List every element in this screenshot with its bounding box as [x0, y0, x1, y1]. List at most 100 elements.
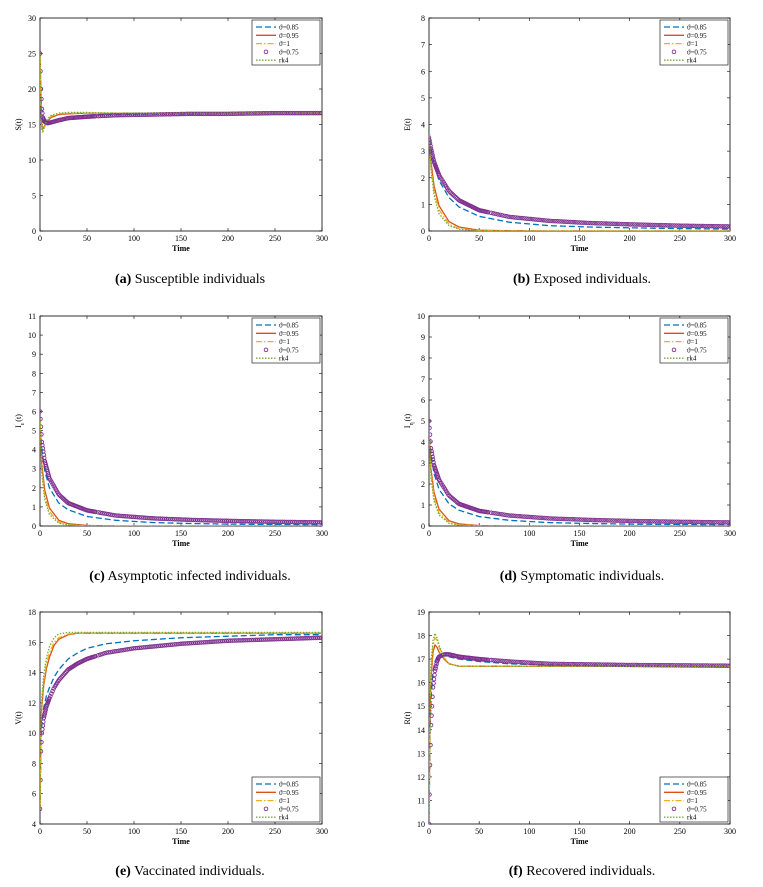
- series-marker: [716, 520, 721, 525]
- series-marker: [240, 518, 246, 524]
- series-marker: [102, 651, 107, 656]
- series-marker: [491, 211, 496, 216]
- x-axis-label: Time: [172, 539, 190, 548]
- series-marker: [711, 519, 717, 525]
- series-marker: [647, 519, 653, 524]
- series-marker: [530, 514, 536, 520]
- series-marker: [581, 517, 587, 522]
- series-marker: [205, 111, 211, 117]
- series-marker: [568, 661, 573, 667]
- y-axis-label: S(t): [14, 118, 23, 130]
- series-marker: [550, 661, 556, 667]
- series-line-1: [429, 429, 730, 526]
- series-marker: [718, 520, 724, 525]
- series-marker: [151, 644, 157, 649]
- series-marker: [680, 519, 686, 525]
- series-marker: [151, 112, 157, 117]
- series-marker: [304, 519, 310, 525]
- series-marker: [180, 517, 186, 522]
- series-marker: [162, 643, 167, 648]
- y-tick-label: 10: [417, 820, 425, 829]
- series-marker: [135, 514, 140, 520]
- series-marker: [110, 649, 116, 655]
- series-marker: [506, 214, 512, 220]
- series-marker: [485, 510, 491, 515]
- y-tick-label: 3: [421, 459, 425, 468]
- series-marker: [112, 113, 118, 118]
- series-marker: [431, 681, 436, 686]
- series-marker: [261, 637, 266, 642]
- series-marker: [313, 635, 318, 641]
- series-marker: [608, 518, 613, 523]
- series-marker: [559, 661, 565, 667]
- series-marker: [546, 218, 551, 224]
- series-marker: [601, 518, 607, 523]
- series-marker: [265, 637, 271, 642]
- x-axis-label: Time: [571, 539, 589, 548]
- series-marker: [267, 519, 273, 524]
- x-tick-label: 150: [574, 827, 586, 836]
- series-marker: [189, 517, 194, 523]
- series-marker: [522, 660, 527, 665]
- series-marker: [665, 223, 671, 228]
- series-marker: [592, 220, 598, 226]
- series-marker: [236, 638, 242, 643]
- series-marker: [120, 513, 126, 519]
- series-marker: [597, 221, 602, 226]
- series-marker: [722, 224, 728, 229]
- legend-box: [659, 19, 729, 66]
- series-marker: [429, 418, 432, 424]
- series-marker: [561, 516, 567, 522]
- caption-text: Vaccinated individuals.: [130, 864, 265, 879]
- series-marker: [647, 662, 653, 668]
- series-marker: [667, 519, 673, 524]
- series-marker: [311, 520, 316, 525]
- series-marker: [583, 662, 589, 667]
- y-tick-label: 16: [28, 638, 36, 647]
- series-marker: [570, 219, 576, 225]
- series-marker: [656, 222, 662, 228]
- series-marker: [429, 148, 434, 153]
- series-marker: [433, 663, 439, 669]
- x-tick-label: 150: [175, 234, 187, 243]
- series-marker: [610, 518, 615, 523]
- series-marker: [199, 640, 204, 645]
- series-marker: [577, 220, 582, 225]
- legend-label: ϑ=0.75: [687, 48, 707, 56]
- series-marker: [608, 662, 613, 667]
- series-marker: [317, 635, 322, 641]
- series-marker: [108, 649, 113, 655]
- series-marker: [676, 223, 682, 228]
- series-marker: [195, 517, 200, 523]
- series-marker: [184, 641, 190, 646]
- series-marker: [698, 519, 704, 525]
- series-marker: [581, 220, 587, 225]
- series-marker: [158, 516, 163, 521]
- series-marker: [306, 635, 312, 641]
- series-marker: [522, 514, 527, 519]
- y-tick-label: 9: [32, 350, 36, 359]
- series-marker: [313, 520, 318, 525]
- x-tick-label: 250: [269, 827, 281, 836]
- series-marker: [195, 640, 200, 645]
- series-marker: [502, 512, 507, 518]
- series-marker: [493, 511, 498, 516]
- legend-marker: [263, 49, 269, 55]
- legend-box: [251, 19, 321, 66]
- series-marker: [246, 637, 252, 643]
- series-marker: [552, 218, 558, 224]
- series-marker: [141, 515, 147, 520]
- series-marker: [725, 224, 730, 229]
- series-marker: [207, 111, 213, 117]
- y-tick-label: 20: [28, 85, 36, 94]
- legend-label: ϑ=1: [279, 338, 290, 346]
- series-marker: [286, 519, 291, 525]
- legend-label: ϑ=0.75: [279, 346, 299, 354]
- series-marker: [559, 516, 565, 522]
- y-tick-label: 12: [417, 773, 425, 782]
- series-marker: [182, 111, 188, 117]
- y-axis-label: Iε(t): [14, 414, 26, 428]
- series-marker: [700, 519, 706, 525]
- series-marker: [114, 648, 120, 654]
- series-marker: [213, 518, 219, 523]
